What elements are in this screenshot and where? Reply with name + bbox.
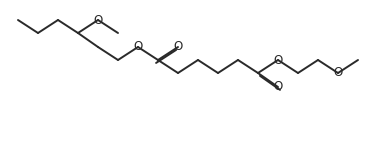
Text: O: O [273, 53, 283, 66]
Text: O: O [93, 14, 102, 27]
Text: O: O [273, 80, 283, 94]
Text: O: O [333, 66, 343, 80]
Text: O: O [133, 41, 143, 53]
Text: O: O [173, 41, 183, 53]
